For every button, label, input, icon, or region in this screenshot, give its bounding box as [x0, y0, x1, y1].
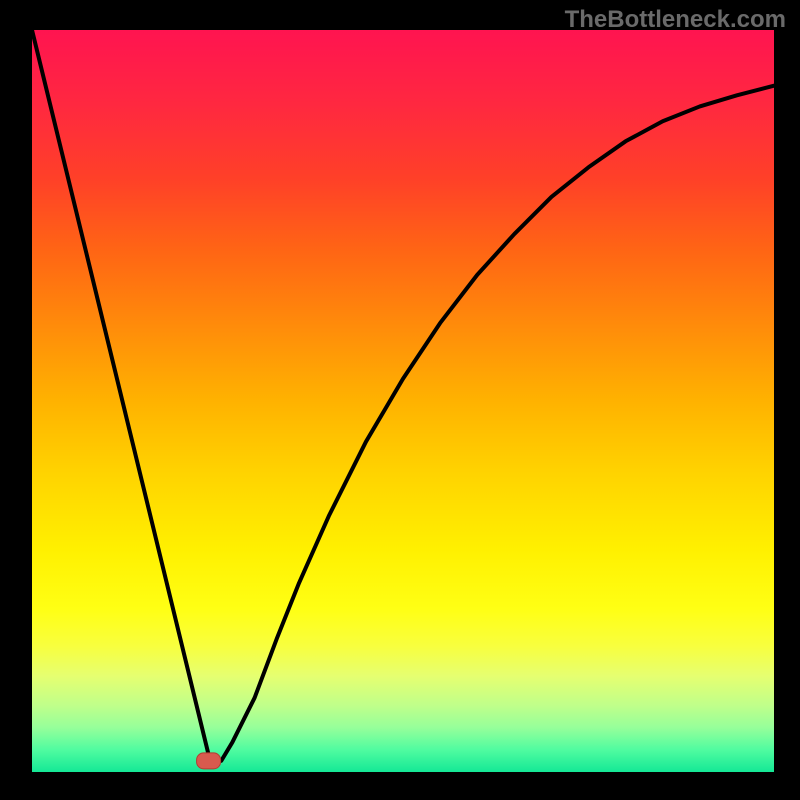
- chart-container: TheBottleneck.com: [0, 0, 800, 800]
- bottleneck-chart: [0, 0, 800, 800]
